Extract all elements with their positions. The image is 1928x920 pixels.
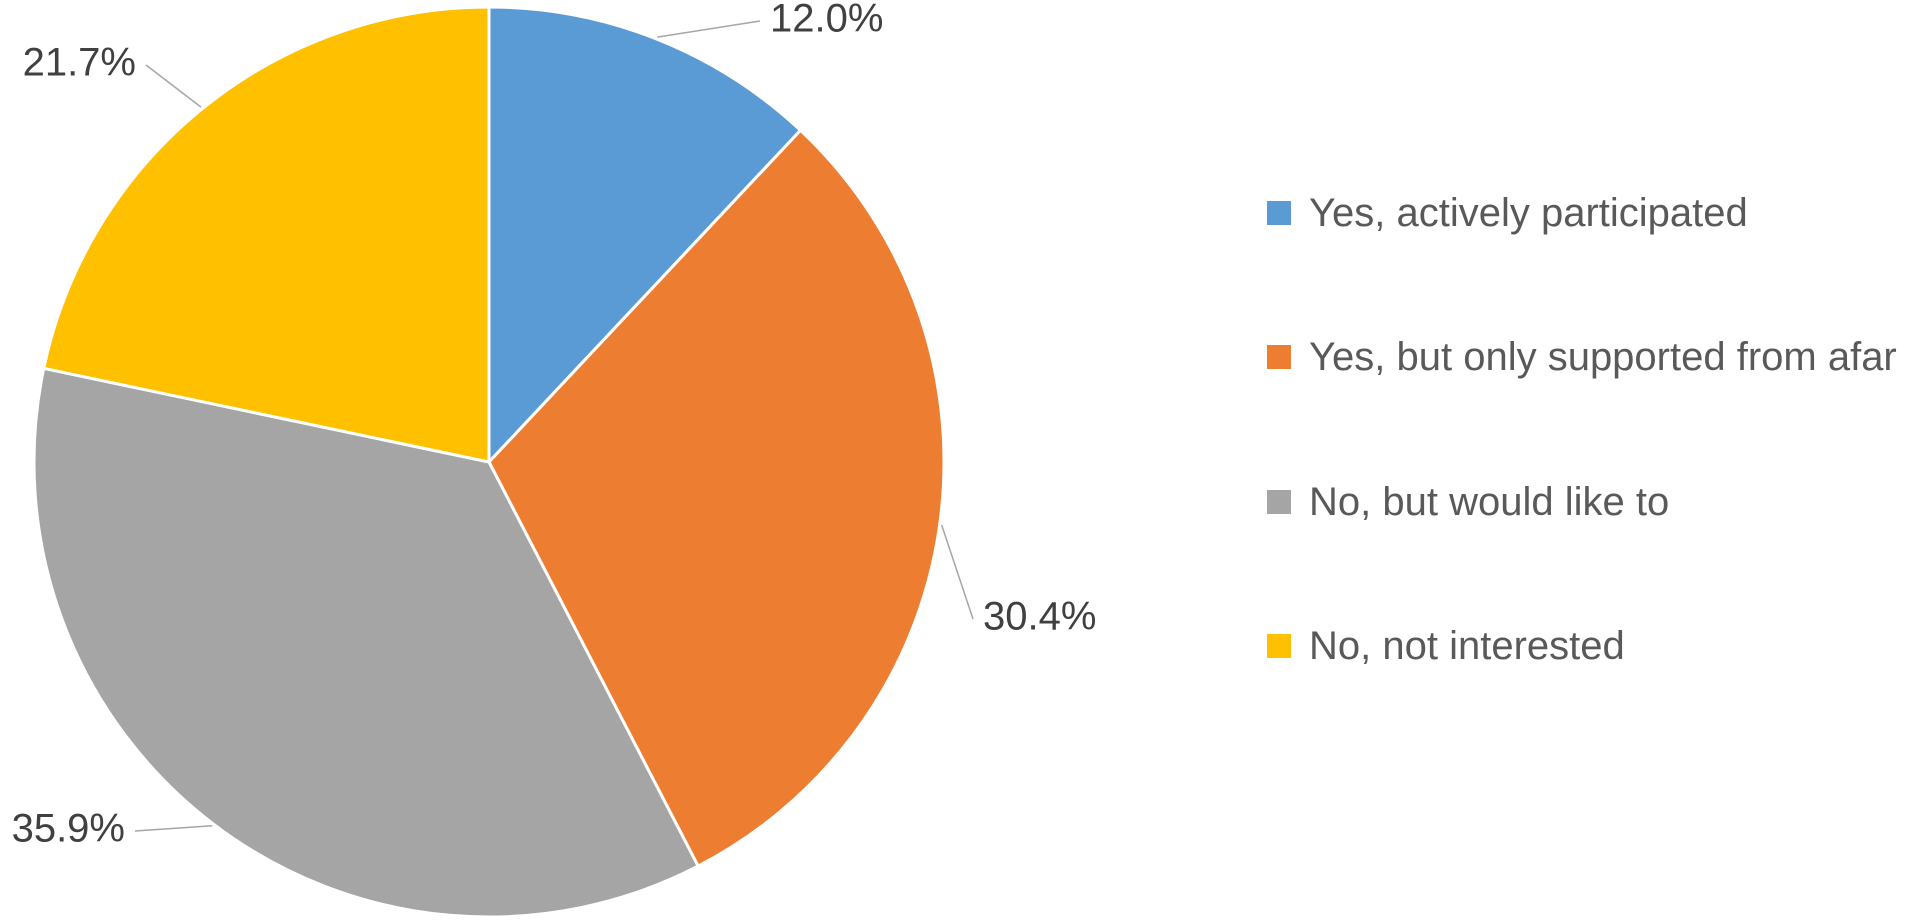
legend-label: No, but would like to	[1309, 480, 1670, 524]
legend-swatch	[1267, 634, 1291, 658]
legend-label: Yes, but only supported from afar	[1309, 335, 1897, 379]
data-label: 30.4%	[983, 595, 1096, 639]
leader-line	[657, 20, 761, 38]
legend-swatch	[1267, 490, 1291, 514]
legend-swatch	[1267, 201, 1291, 225]
leader-line	[145, 64, 202, 108]
legend-item: No, not interested	[1267, 614, 1907, 679]
legend-label: Yes, actively participated	[1309, 191, 1748, 235]
legend-swatch	[1267, 345, 1291, 369]
data-label: 12.0%	[770, 0, 883, 41]
data-label: 35.9%	[12, 807, 125, 851]
legend-item: No, but would like to	[1267, 470, 1907, 535]
legend-item: Yes, but only supported from afar	[1267, 325, 1907, 390]
leader-line	[940, 524, 974, 620]
legend-label: No, not interested	[1309, 624, 1625, 668]
pie-slice	[41, 5, 491, 464]
pie-slice	[32, 366, 701, 919]
data-label: 21.7%	[23, 41, 136, 85]
pie-slice	[487, 5, 803, 466]
leader-line	[134, 824, 213, 832]
pie-slice	[487, 128, 946, 869]
legend-item: Yes, actively participated	[1267, 181, 1907, 246]
